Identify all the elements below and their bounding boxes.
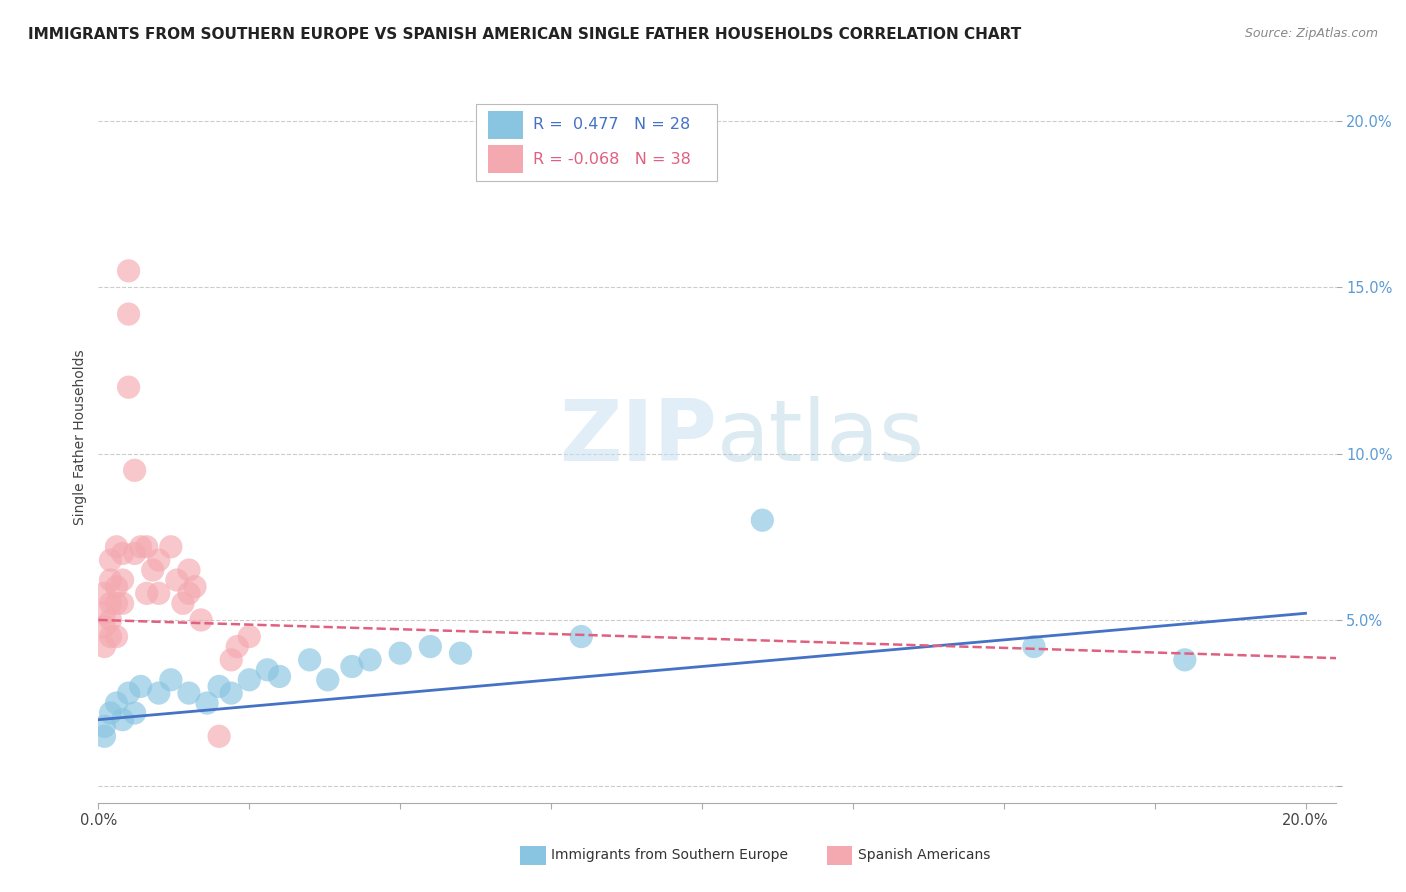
Point [100,613,122,627]
Point [93,719,115,733]
Point [129,540,152,554]
Point [208,729,231,743]
Point [100,596,122,610]
Point [135,586,157,600]
Text: Immigrants from Southern Europe: Immigrants from Southern Europe [551,848,789,863]
Bar [488,145,523,173]
Point [100,573,122,587]
Point [124,546,146,560]
Point [177,686,200,700]
Point [111,713,134,727]
Point [117,307,139,321]
Point [100,630,122,644]
Point [450,646,472,660]
Text: ZIP: ZIP [560,395,717,479]
Point [111,573,134,587]
Text: Spanish Americans: Spanish Americans [858,848,990,863]
Point [93,640,115,654]
Point [100,553,122,567]
Point [160,540,183,554]
Point [117,686,139,700]
Point [238,630,260,644]
Point [93,607,115,621]
Point [195,696,218,710]
Point [238,673,260,687]
Point [93,619,115,633]
Point [105,580,128,594]
Point [340,659,363,673]
Point [359,653,381,667]
Point [389,646,412,660]
Y-axis label: Single Father Households: Single Father Households [73,350,87,524]
Point [117,380,139,394]
Point [105,696,128,710]
Point [93,729,115,743]
Point [316,673,339,687]
Point [160,673,183,687]
Text: R =  0.477   N = 28: R = 0.477 N = 28 [533,117,690,132]
Point [219,686,242,700]
Point [1174,653,1197,667]
Point [105,540,128,554]
Point [105,630,128,644]
Bar [488,111,523,138]
Point [148,586,170,600]
Point [256,663,278,677]
Point [117,264,139,278]
Point [226,640,249,654]
Point [569,630,592,644]
Point [208,680,231,694]
Point [298,653,321,667]
Point [219,653,242,667]
Text: atlas: atlas [717,395,925,479]
Point [190,613,212,627]
Point [166,573,188,587]
Point [177,563,200,577]
Point [184,580,207,594]
Point [100,706,122,720]
Text: R = -0.068   N = 38: R = -0.068 N = 38 [533,152,690,167]
Point [142,563,165,577]
Text: Source: ZipAtlas.com: Source: ZipAtlas.com [1244,27,1378,40]
Point [751,513,773,527]
Point [172,596,194,610]
Text: IMMIGRANTS FROM SOUTHERN EUROPE VS SPANISH AMERICAN SINGLE FATHER HOUSEHOLDS COR: IMMIGRANTS FROM SOUTHERN EUROPE VS SPANI… [28,27,1021,42]
Point [177,586,200,600]
FancyBboxPatch shape [475,104,717,181]
Point [129,680,152,694]
Point [1022,640,1045,654]
Point [269,669,291,683]
Point [111,596,134,610]
Point [148,686,170,700]
Point [135,540,157,554]
Point [111,546,134,560]
Point [148,553,170,567]
Point [124,706,146,720]
Point [124,463,146,477]
Point [105,596,128,610]
Point [93,586,115,600]
Point [419,640,441,654]
